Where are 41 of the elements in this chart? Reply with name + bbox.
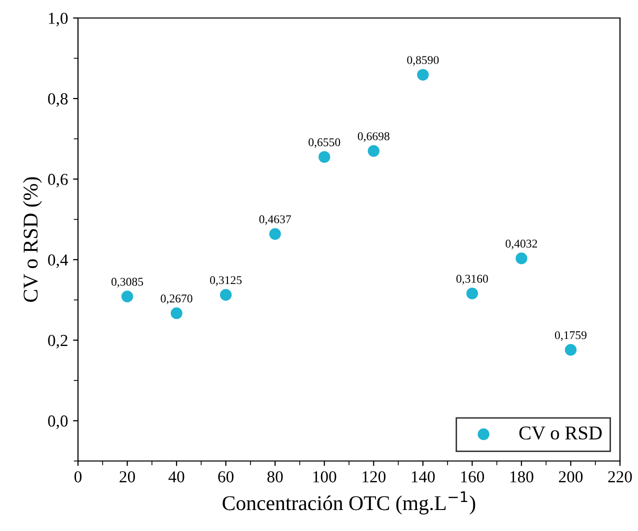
x-tick-label: 100: [313, 471, 336, 482]
x-tick-label: 120: [362, 471, 386, 482]
y-tick-label: 0,6: [48, 174, 68, 188]
y-tick-label: 0,8: [48, 93, 68, 107]
data-label: 0,1759: [554, 331, 586, 341]
legend-label: CV o RSD: [519, 426, 602, 440]
x-tick-label: 140: [412, 471, 435, 482]
data-label: 0,3160: [456, 274, 488, 284]
point: [269, 228, 281, 240]
data-label: 0,3085: [111, 278, 144, 288]
y-tick-label: 0,2: [48, 334, 68, 349]
point: [466, 288, 478, 300]
point: [220, 289, 232, 301]
x-tick-label: 200: [558, 471, 583, 482]
data-label: 0,4032: [506, 240, 538, 250]
x-tick-label: 60: [218, 471, 234, 482]
x-tick-label: 20: [120, 471, 135, 482]
data-label: 0,4637: [259, 215, 291, 225]
data-label: 0,2670: [160, 294, 192, 304]
x-tick-label: 40: [168, 471, 184, 482]
y-axis-title: CV o RSD (%): [22, 177, 42, 302]
data-label: 0,6550: [308, 138, 340, 148]
y-tick-label: 1,0: [48, 12, 68, 26]
y-tick-label: 0,4: [48, 254, 68, 268]
x-tick-label: 160: [461, 471, 484, 482]
point: [516, 252, 528, 264]
x-tick-label: 180: [510, 471, 534, 482]
y-tick-label: 0,0: [48, 415, 68, 430]
data-label: 0,8590: [407, 56, 439, 66]
x-tick-label: 80: [267, 471, 283, 482]
x-axis-title: Concentración OTC (mg.L$^{−1}$): [222, 491, 476, 514]
point: [121, 290, 134, 302]
point: [318, 151, 330, 163]
data-label: 0,3125: [210, 276, 242, 286]
x-tick-label: 0: [74, 471, 82, 482]
point: [368, 145, 380, 157]
point: [417, 68, 429, 81]
data-label: 0,6698: [358, 132, 390, 142]
point: [170, 307, 182, 320]
x-tick-label: 220: [608, 471, 632, 482]
point: [564, 344, 577, 356]
